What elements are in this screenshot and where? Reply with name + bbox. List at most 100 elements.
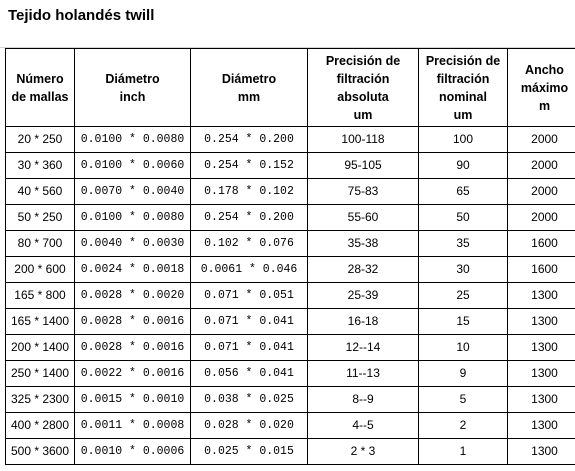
diameter-mm-cell[interactable]: 0.254 * 0.200	[190, 204, 308, 231]
absolute-precision-cell[interactable]: 28-32	[307, 256, 419, 283]
table-row: 50 * 250 0.0100 * 0.0080 0.254 * 0.200 55-6…	[5, 204, 575, 231]
max-width-cell[interactable]: 2000	[507, 152, 575, 179]
nominal-precision-cell[interactable]: 90	[418, 152, 508, 179]
max-width-cell[interactable]: 1300	[507, 412, 575, 439]
mesh-count-cell[interactable]: 200 * 600	[5, 256, 75, 283]
diameter-inch-cell[interactable]: 0.0011 * 0.0008	[74, 412, 191, 439]
mesh-spec-table: Número de mallas Diámetro inch Diámetro …	[5, 48, 575, 465]
max-width-cell[interactable]: 1600	[507, 256, 575, 283]
table-row: 20 * 250 0.0100 * 0.0080 0.254 * 0.200 100-…	[5, 126, 575, 153]
table-row: 500 * 3600 0.0010 * 0.0006 0.025 * 0.015 2 …	[5, 438, 575, 465]
diameter-mm-cell[interactable]: 0.056 * 0.041	[190, 360, 308, 387]
absolute-precision-cell[interactable]: 4--5	[307, 412, 419, 439]
absolute-precision-cell[interactable]: 55-60	[307, 204, 419, 231]
table-row: 200 * 600 0.0024 * 0.0018 0.0061 * 0.046 28…	[5, 256, 575, 283]
diameter-inch-cell[interactable]: 0.0010 * 0.0006	[74, 438, 191, 465]
diameter-mm-cell[interactable]: 0.254 * 0.152	[190, 152, 308, 179]
absolute-precision-cell[interactable]: 100-118	[307, 126, 419, 153]
absolute-precision-cell[interactable]: 8--9	[307, 386, 419, 413]
header-mesh-count[interactable]: Número de mallas	[5, 48, 75, 127]
nominal-precision-cell[interactable]: 50	[418, 204, 508, 231]
diameter-inch-cell[interactable]: 0.0015 * 0.0010	[74, 386, 191, 413]
diameter-mm-cell[interactable]: 0.028 * 0.020	[190, 412, 308, 439]
diameter-mm-cell[interactable]: 0.102 * 0.076	[190, 230, 308, 257]
nominal-precision-cell[interactable]: 2	[418, 412, 508, 439]
table-row: 250 * 1400 0.0022 * 0.0016 0.056 * 0.041 11…	[5, 360, 575, 387]
diameter-inch-cell[interactable]: 0.0022 * 0.0016	[74, 360, 191, 387]
absolute-precision-cell[interactable]: 16-18	[307, 308, 419, 335]
mesh-count-cell[interactable]: 200 * 1400	[5, 334, 75, 361]
mesh-count-cell[interactable]: 325 * 2300	[5, 386, 75, 413]
diameter-inch-cell[interactable]: 0.0028 * 0.0016	[74, 308, 191, 335]
table-row: 400 * 2800 0.0011 * 0.0008 0.028 * 0.020 4-…	[5, 412, 575, 439]
header-absolute-precision[interactable]: Precisión de filtración absoluta um	[307, 48, 419, 127]
diameter-inch-cell[interactable]: 0.0100 * 0.0060	[74, 152, 191, 179]
header-max-width[interactable]: Ancho máximo m	[507, 48, 575, 127]
diameter-mm-cell[interactable]: 0.071 * 0.041	[190, 308, 308, 335]
absolute-precision-cell[interactable]: 25-39	[307, 282, 419, 309]
table-row: 40 * 560 0.0070 * 0.0040 0.178 * 0.102 75-8…	[5, 178, 575, 205]
nominal-precision-cell[interactable]: 65	[418, 178, 508, 205]
max-width-cell[interactable]: 2000	[507, 204, 575, 231]
nominal-precision-cell[interactable]: 15	[418, 308, 508, 335]
nominal-precision-cell[interactable]: 35	[418, 230, 508, 257]
nominal-precision-cell[interactable]: 10	[418, 334, 508, 361]
header-diameter-inch[interactable]: Diámetro inch	[74, 48, 191, 127]
absolute-precision-cell[interactable]: 12--14	[307, 334, 419, 361]
absolute-precision-cell[interactable]: 35-38	[307, 230, 419, 257]
table-row: 325 * 2300 0.0015 * 0.0010 0.038 * 0.025 8-…	[5, 386, 575, 413]
max-width-cell[interactable]: 1300	[507, 438, 575, 465]
diameter-inch-cell[interactable]: 0.0040 * 0.0030	[74, 230, 191, 257]
nominal-precision-cell[interactable]: 1	[418, 438, 508, 465]
nominal-precision-cell[interactable]: 25	[418, 282, 508, 309]
table-row: 165 * 800 0.0028 * 0.0020 0.071 * 0.051 25-…	[5, 282, 575, 309]
diameter-mm-cell[interactable]: 0.0061 * 0.046	[190, 256, 308, 283]
diameter-mm-cell[interactable]: 0.254 * 0.200	[190, 126, 308, 153]
diameter-inch-cell[interactable]: 0.0028 * 0.0020	[74, 282, 191, 309]
max-width-cell[interactable]: 1300	[507, 334, 575, 361]
max-width-cell[interactable]: 1300	[507, 308, 575, 335]
table-row: 165 * 1400 0.0028 * 0.0016 0.071 * 0.041 16…	[5, 308, 575, 335]
max-width-cell[interactable]: 1300	[507, 360, 575, 387]
mesh-count-cell[interactable]: 80 * 700	[5, 230, 75, 257]
max-width-cell[interactable]: 1600	[507, 230, 575, 257]
table-row: 200 * 1400 0.0028 * 0.0016 0.071 * 0.041 12…	[5, 334, 575, 361]
nominal-precision-cell[interactable]: 30	[418, 256, 508, 283]
diameter-inch-cell[interactable]: 0.0100 * 0.0080	[74, 204, 191, 231]
absolute-precision-cell[interactable]: 2 * 3	[307, 438, 419, 465]
mesh-count-cell[interactable]: 50 * 250	[5, 204, 75, 231]
diameter-inch-cell[interactable]: 0.0028 * 0.0016	[74, 334, 191, 361]
diameter-inch-cell[interactable]: 0.0024 * 0.0018	[74, 256, 191, 283]
nominal-precision-cell[interactable]: 100	[418, 126, 508, 153]
diameter-mm-cell[interactable]: 0.025 * 0.015	[190, 438, 308, 465]
diameter-mm-cell[interactable]: 0.038 * 0.025	[190, 386, 308, 413]
max-width-cell[interactable]: 2000	[507, 126, 575, 153]
mesh-count-cell[interactable]: 400 * 2800	[5, 412, 75, 439]
diameter-inch-cell[interactable]: 0.0070 * 0.0040	[74, 178, 191, 205]
header-diameter-mm[interactable]: Diámetro mm	[190, 48, 308, 127]
mesh-count-cell[interactable]: 500 * 3600	[5, 438, 75, 465]
mesh-count-cell[interactable]: 165 * 1400	[5, 308, 75, 335]
max-width-cell[interactable]: 2000	[507, 178, 575, 205]
diameter-inch-cell[interactable]: 0.0100 * 0.0080	[74, 126, 191, 153]
mesh-count-cell[interactable]: 40 * 560	[5, 178, 75, 205]
diameter-mm-cell[interactable]: 0.071 * 0.041	[190, 334, 308, 361]
mesh-count-cell[interactable]: 20 * 250	[5, 126, 75, 153]
diameter-mm-cell[interactable]: 0.071 * 0.051	[190, 282, 308, 309]
max-width-cell[interactable]: 1300	[507, 282, 575, 309]
absolute-precision-cell[interactable]: 95-105	[307, 152, 419, 179]
sheet-title: Tejido holandés twill	[8, 7, 155, 24]
max-width-cell[interactable]: 1300	[507, 386, 575, 413]
mesh-count-cell[interactable]: 165 * 800	[5, 282, 75, 309]
diameter-mm-cell[interactable]: 0.178 * 0.102	[190, 178, 308, 205]
absolute-precision-cell[interactable]: 11--13	[307, 360, 419, 387]
nominal-precision-cell[interactable]: 5	[418, 386, 508, 413]
nominal-precision-cell[interactable]: 9	[418, 360, 508, 387]
mesh-count-cell[interactable]: 30 * 360	[5, 152, 75, 179]
header-nominal-precision[interactable]: Precisión de filtración nominal um	[418, 48, 508, 127]
absolute-precision-cell[interactable]: 75-83	[307, 178, 419, 205]
table-row: 30 * 360 0.0100 * 0.0060 0.254 * 0.152 95-1…	[5, 152, 575, 179]
mesh-count-cell[interactable]: 250 * 1400	[5, 360, 75, 387]
cell-gridline	[0, 47, 575, 48]
